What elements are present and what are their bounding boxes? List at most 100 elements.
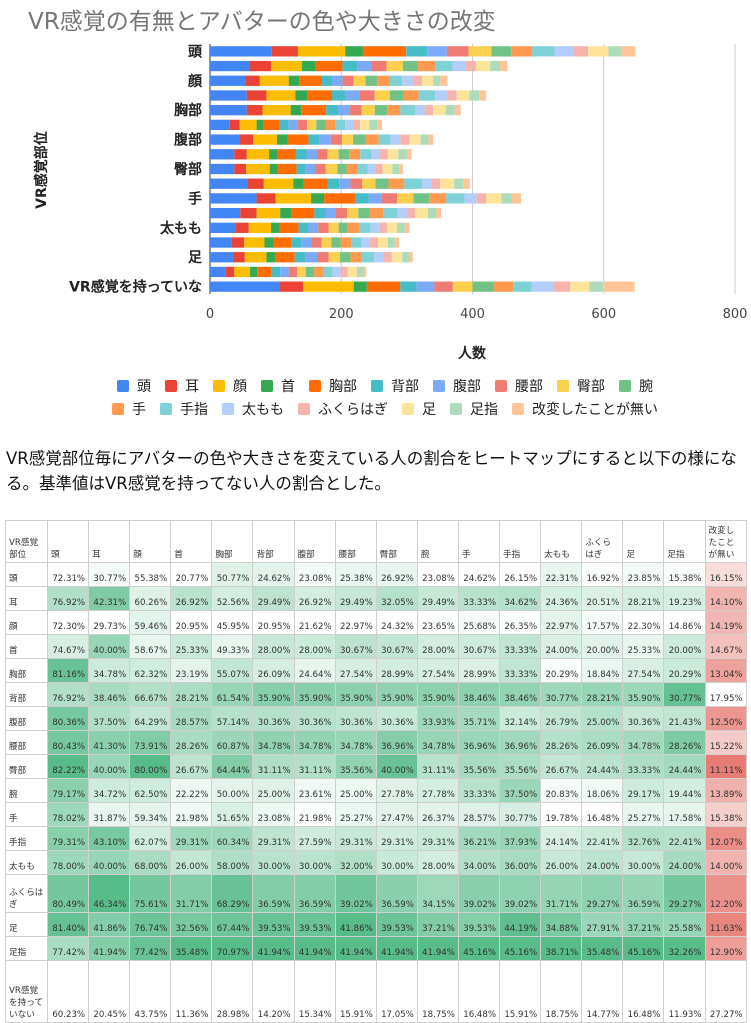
legend-swatch [309,379,321,392]
row-header: ふくらはぎ [5,874,48,913]
legend-item: 足 [402,399,436,419]
heatmap-cell: 60.26% [129,586,172,611]
bar-segment [429,193,447,204]
heatmap-cell: 20.29% [540,658,583,683]
bar-segment [244,252,267,263]
legend-label: 臀部 [577,378,605,395]
legend-swatch [371,379,383,392]
heatmap-cell: 51.65% [211,802,254,827]
bar-segment [365,75,378,86]
bar-segment [210,60,250,72]
heatmap-cell: 60.87% [211,730,254,755]
bar-segment [314,207,326,219]
heatmap-cell: 79.31% [46,826,90,851]
bar-segment [249,60,272,72]
heatmap-cell: 25.58% [663,912,706,937]
heatmap-cell: 27.54% [416,658,459,683]
heatmap-cell: 23.85% [622,562,665,587]
legend-label: 背部 [391,378,419,395]
bar-segment [239,134,254,145]
bar-segment [418,90,436,101]
heatmap-cell: 30.36% [375,706,418,731]
heatmap-cell: 21.98% [293,802,336,827]
heatmap-cell: 13.04% [704,658,747,683]
heatmap-cell: 36.59% [622,874,665,913]
bar-segment [337,105,350,116]
bar-segment [413,75,422,86]
heatmap-cell: 40.00% [88,634,131,659]
heatmap-cell: 32.76% [622,826,665,851]
heatmap-cell: 31.11% [416,754,459,779]
bar-segment [314,266,324,278]
bar-segment [269,163,278,175]
bar-segment [234,149,247,160]
bar-segment [353,134,366,145]
heatmap-cell: 25.33% [170,634,213,659]
bar-segment [402,252,410,263]
bar-segment [434,281,453,292]
heatmap-cell: 17.58% [663,802,706,827]
bar-segment [324,193,356,204]
heatmap-cell: 26.92% [375,562,418,587]
heatmap-cell: 70.97% [211,936,254,961]
legend-item: 背部 [371,376,419,396]
heatmap-cell: 31.11% [252,754,295,779]
heatmap-cell: 30.00% [622,850,665,875]
heatmap-cell: 22.41% [663,826,706,851]
heatmap-cell: 78.00% [46,850,90,875]
bar-segment [603,281,635,292]
bar-segment [573,46,588,57]
heatmap-cell: 15.91% [499,960,542,1023]
heatmap-cell: 26.15% [499,562,542,587]
bar-segment [330,134,342,145]
bar-segment [339,178,351,189]
heatmap-cell: 25.27% [622,802,665,827]
bar-segment [253,134,277,145]
bar-segment [486,193,502,204]
heatmap-cell: 68.29% [211,874,254,913]
bar-segment [468,46,492,57]
bar-segment [247,178,264,189]
heatmap-cell: 82.22% [46,754,90,779]
heatmap-cell: 24.44% [663,754,706,779]
legend-label: 首 [281,378,295,395]
heatmap-cell: 35.90% [416,682,459,707]
bar-segment [403,90,419,101]
bar-segment [291,237,302,248]
heatmap-cell: 27.59% [293,826,336,851]
heatmap-cell: 15.38% [704,802,747,827]
bar-segment [452,60,466,72]
bar-segment [440,75,448,86]
legend-swatch [402,402,414,415]
bar-segment [271,60,302,72]
bar-segment [210,90,247,101]
bar-segment [400,134,410,145]
heatmap-cell: 41.94% [252,936,295,961]
heatmap-cell: 30.00% [375,850,418,875]
bar-segment [210,119,230,131]
bar-segment [409,134,421,145]
y-tick-label: 手 [188,190,202,207]
heatmap-cell: 37.50% [499,778,542,803]
heatmap-cell: 28.21% [170,682,213,707]
bar-segment [406,207,416,219]
heatmap-cell: 15.22% [704,730,747,755]
table-row: 腕 79.17% 34.72% 62.50% 22.22% 50.00% 25.00% 23.… [5,778,747,803]
heatmap-cell: 34.78% [252,730,295,755]
heatmap-cell: 12.20% [704,874,747,913]
bar-segment [494,281,514,292]
heatmap-cell: 27.54% [622,658,665,683]
bar-segment [210,163,235,175]
bar-segment [280,266,289,278]
heatmap-cell: 58.00% [211,850,254,875]
bar-segment [264,237,273,248]
bar-segment [371,149,380,160]
bar-segment [490,60,501,72]
heatmap-cell: 16.92% [581,562,624,587]
bar-segment [418,60,436,72]
legend-item: 改変したことが無い [512,399,658,419]
heatmap-cell: 14.20% [252,960,295,1023]
heatmap-cell: 26.00% [170,850,213,875]
heatmap-cell: 37.21% [622,912,665,937]
heatmap-cell: 41.94% [375,936,418,961]
